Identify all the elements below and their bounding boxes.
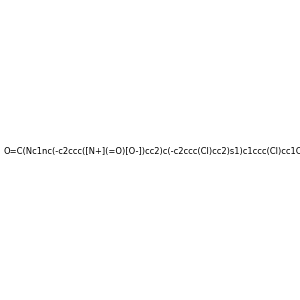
Text: O=C(Nc1nc(-c2ccc([N+](=O)[O-])cc2)c(-c2ccc(Cl)cc2)s1)c1ccc(Cl)cc1Cl: O=C(Nc1nc(-c2ccc([N+](=O)[O-])cc2)c(-c2c… — [3, 147, 300, 156]
